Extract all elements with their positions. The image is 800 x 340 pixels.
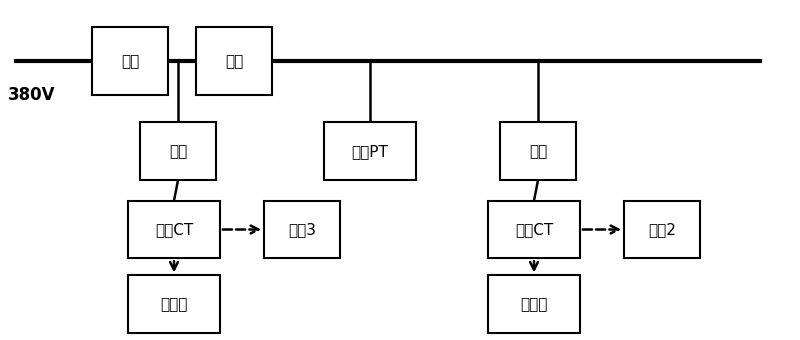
Text: 表计: 表计 (225, 54, 243, 69)
FancyBboxPatch shape (264, 201, 340, 258)
FancyBboxPatch shape (128, 201, 220, 258)
FancyBboxPatch shape (624, 201, 700, 258)
Text: 保险: 保险 (529, 144, 547, 159)
Text: 表计3: 表计3 (288, 222, 316, 237)
Text: 接负荷: 接负荷 (160, 297, 188, 312)
FancyBboxPatch shape (488, 201, 580, 258)
Text: 表计2: 表计2 (648, 222, 676, 237)
FancyBboxPatch shape (196, 27, 272, 95)
FancyBboxPatch shape (140, 122, 216, 180)
FancyBboxPatch shape (500, 122, 576, 180)
FancyBboxPatch shape (488, 275, 580, 333)
Text: 计量PT: 计量PT (351, 144, 389, 159)
Text: 保险: 保险 (169, 144, 187, 159)
FancyBboxPatch shape (324, 122, 416, 180)
Text: 380V: 380V (8, 86, 55, 104)
Text: 计量CT: 计量CT (515, 222, 553, 237)
Text: 接负荷: 接负荷 (520, 297, 548, 312)
FancyBboxPatch shape (92, 27, 168, 95)
FancyBboxPatch shape (128, 275, 220, 333)
Text: 保险: 保险 (121, 54, 139, 69)
Text: 计量CT: 计量CT (155, 222, 193, 237)
